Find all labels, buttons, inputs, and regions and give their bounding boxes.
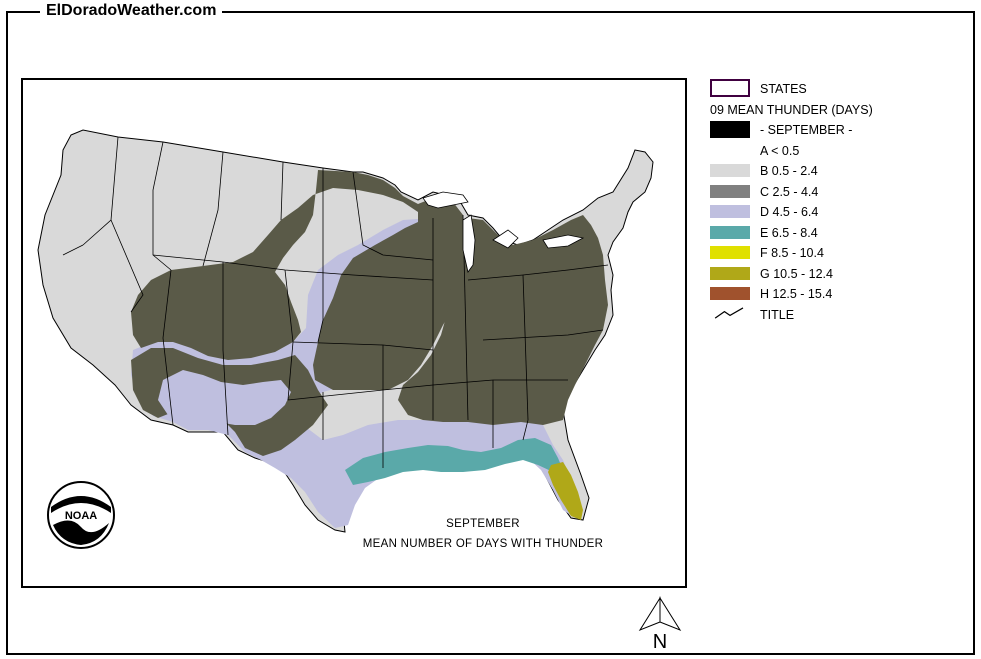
great-lakes: [422, 191, 585, 273]
legend: STATES 09 MEAN THUNDER (DAYS) - SEPTEMBE…: [710, 79, 970, 325]
legend-class-e-label: E 6.5 - 8.4: [760, 225, 818, 240]
legend-swatch-f: [710, 246, 750, 259]
region-high-thunder: [131, 170, 463, 390]
legend-swatch-d: [710, 205, 750, 218]
legend-class-c: C 2.5 - 4.4: [710, 182, 970, 203]
region-florida: [548, 462, 583, 520]
map-caption-title: MEAN NUMBER OF DAYS WITH THUNDER: [362, 538, 604, 550]
region-high-thunder-east: [398, 215, 608, 425]
legend-title-line-row: TITLE: [710, 305, 970, 326]
legend-month-label: - SEPTEMBER -: [760, 123, 853, 137]
legend-swatch-h: [710, 287, 750, 300]
noaa-logo-text: NOAA: [65, 510, 97, 522]
legend-swatch-g: [710, 266, 750, 280]
north-label: N: [653, 631, 667, 652]
legend-title-line-label: TITLE: [760, 307, 795, 322]
state-boundaries: [62, 136, 609, 468]
page-frame: [6, 11, 975, 655]
legend-class-f: F 8.5 - 10.4: [710, 243, 970, 264]
region-mid-thunder-southwest: [158, 370, 291, 425]
north-arrow-icon: N: [638, 596, 682, 652]
legend-class-h: H 12.5 - 15.4: [710, 284, 970, 305]
legend-class-a-label: A < 0.5: [760, 143, 800, 158]
legend-class-h-label: H 12.5 - 15.4: [760, 287, 833, 301]
us-thunder-map: NOAA: [37, 129, 654, 549]
legend-title-row: 09 MEAN THUNDER (DAYS): [710, 100, 970, 121]
legend-swatch-c: [710, 184, 750, 198]
legend-class-d: D 4.5 - 6.4: [710, 202, 970, 223]
legend-swatch-e: [710, 225, 750, 239]
legend-states-swatch: [710, 79, 750, 97]
legend-swatch-a: [710, 121, 750, 138]
noaa-logo: NOAA: [47, 481, 115, 549]
legend-line-icon: [714, 306, 744, 319]
region-gulf-coast: [345, 438, 563, 485]
legend-class-f-label: F 8.5 - 10.4: [760, 246, 824, 260]
legend-title: 09 MEAN THUNDER (DAYS): [710, 102, 873, 117]
map-panel: NOAA SEPTEMBER MEAN NUMBER OF DAYS WITH …: [21, 78, 687, 588]
legend-class-e: E 6.5 - 8.4: [710, 223, 970, 244]
map-caption-month: SEPTEMBER: [446, 518, 520, 530]
legend-month-row: - SEPTEMBER -: [710, 120, 970, 141]
legend-class-b: B 0.5 - 2.4: [710, 161, 970, 182]
legend-class-b-label: B 0.5 - 2.4: [760, 164, 818, 178]
legend-states-row: STATES: [710, 79, 970, 100]
legend-states-label: STATES: [760, 82, 807, 96]
legend-swatch-b: [710, 164, 750, 177]
legend-class-g-label: G 10.5 - 12.4: [760, 266, 833, 281]
legend-class-d-label: D 4.5 - 6.4: [760, 205, 819, 219]
legend-class-c-label: C 2.5 - 4.4: [760, 184, 819, 199]
site-title: ElDoradoWeather.com: [40, 2, 223, 20]
legend-class-a: A < 0.5: [710, 141, 970, 162]
legend-class-g: G 10.5 - 12.4: [710, 264, 970, 285]
